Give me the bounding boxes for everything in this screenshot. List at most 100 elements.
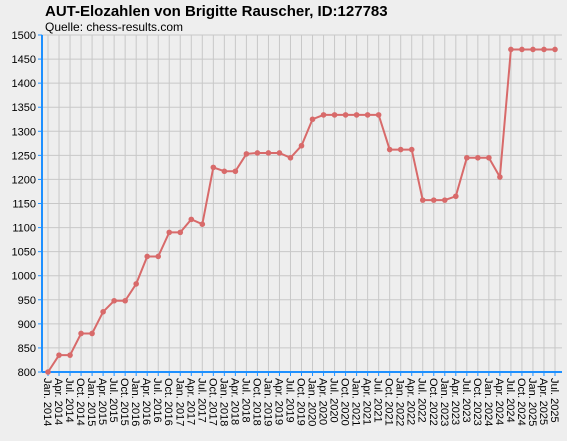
y-tick-label: 1400 xyxy=(12,78,36,90)
x-tick-label: Oct. 2019 xyxy=(295,378,307,426)
y-tick-label: 1150 xyxy=(12,199,36,211)
point xyxy=(45,369,51,375)
x-tick-label: Jan. 2024 xyxy=(482,378,494,426)
point xyxy=(199,221,206,228)
y-tick-label: 1250 xyxy=(12,150,36,162)
x-tick-label: Jan. 2018 xyxy=(217,378,229,426)
x-tick-label: Jul. 2014 xyxy=(63,378,75,423)
point xyxy=(111,297,117,304)
y-tick-label: 900 xyxy=(18,319,36,331)
point xyxy=(298,142,305,149)
x-tick-label: Jan. 2020 xyxy=(306,378,318,426)
y-tick-label: 1450 xyxy=(12,54,36,66)
x-tick-label: Apr. 2021 xyxy=(361,378,373,425)
chart-subtitle: Quelle: chess-results.com xyxy=(45,20,183,34)
x-tick-label: Jan. 2016 xyxy=(129,378,141,426)
x-tick-label: Oct. 2022 xyxy=(427,378,439,426)
x-tick-label: Apr. 2019 xyxy=(272,378,284,425)
point xyxy=(177,229,184,236)
x-tick-label: Jan. 2014 xyxy=(41,378,53,426)
point xyxy=(408,146,415,153)
x-tick-label: Jul. 2016 xyxy=(151,378,163,423)
point xyxy=(320,112,327,118)
point xyxy=(166,229,173,236)
x-tick-label: Apr. 2017 xyxy=(184,378,196,425)
x-tick-label: Jan. 2022 xyxy=(394,378,406,426)
point xyxy=(519,46,525,53)
x-tick-label: Oct. 2021 xyxy=(383,378,395,426)
x-tick-label: Oct. 2023 xyxy=(471,378,483,426)
x-tick-label: Jan. 2023 xyxy=(438,378,450,426)
point xyxy=(56,352,62,358)
point xyxy=(133,281,139,287)
x-tick-label: Apr. 2014 xyxy=(52,378,64,425)
x-tick-label: Apr. 2025 xyxy=(537,378,549,425)
y-tick-label: 1500 xyxy=(12,30,36,42)
point xyxy=(155,253,162,260)
point xyxy=(342,112,349,118)
point xyxy=(353,112,360,118)
x-tick-label: Apr. 2022 xyxy=(405,378,417,425)
point xyxy=(464,154,470,161)
point xyxy=(67,352,73,358)
x-tick-label: Oct. 2018 xyxy=(250,378,262,426)
x-tick-label: Apr. 2024 xyxy=(493,378,505,425)
point xyxy=(430,197,437,203)
y-tick-label: 1100 xyxy=(12,223,36,235)
x-tick-label: Oct. 2024 xyxy=(515,378,527,426)
point xyxy=(453,193,459,200)
point xyxy=(210,164,217,171)
point xyxy=(232,168,239,175)
y-tick-label: 1000 xyxy=(12,271,36,283)
point xyxy=(309,116,316,123)
point xyxy=(497,174,503,180)
x-tick-label: Jul. 2018 xyxy=(239,378,251,423)
x-tick-label: Jul. 2020 xyxy=(328,378,340,423)
x-tick-label: Jul. 2019 xyxy=(283,378,295,423)
point xyxy=(364,112,371,118)
x-tick-label: Apr. 2015 xyxy=(96,378,108,425)
point xyxy=(243,151,250,157)
point xyxy=(397,146,404,153)
chart-title: AUT-Elozahlen von Brigitte Rauscher, ID:… xyxy=(45,3,388,20)
point xyxy=(508,46,514,53)
point xyxy=(486,154,492,161)
x-tick-label: Oct. 2015 xyxy=(118,378,130,426)
point xyxy=(386,146,393,153)
point xyxy=(254,150,261,156)
x-tick-label: Apr. 2020 xyxy=(317,378,329,425)
x-tick-label: Apr. 2016 xyxy=(140,378,152,425)
point xyxy=(552,46,558,53)
x-tick-label: Jul. 2022 xyxy=(416,378,428,423)
point xyxy=(122,297,128,304)
x-tick-label: Jul. 2015 xyxy=(107,378,119,423)
x-tick-label: Jul. 2021 xyxy=(372,378,384,423)
point xyxy=(221,168,228,175)
point xyxy=(530,46,536,53)
point xyxy=(331,112,338,118)
x-tick-label: Jul. 2024 xyxy=(504,378,516,423)
x-tick-label: Oct. 2017 xyxy=(206,378,218,426)
point xyxy=(475,154,481,161)
x-tick-label: Oct. 2020 xyxy=(339,378,351,426)
y-tick-label: 950 xyxy=(18,295,36,307)
point xyxy=(78,330,84,337)
point xyxy=(276,150,283,156)
x-tick-label: Jul. 2023 xyxy=(460,378,472,423)
x-tick-label: Jul. 2017 xyxy=(195,378,207,423)
y-tick-label: 800 xyxy=(18,367,36,379)
x-tick-label: Jan. 2021 xyxy=(350,378,362,426)
point xyxy=(188,216,195,223)
x-tick-label: Jan. 2025 xyxy=(526,378,538,426)
y-tick-label: 1300 xyxy=(12,126,36,138)
x-tick-label: Jan. 2017 xyxy=(173,378,185,426)
point xyxy=(89,330,95,337)
x-tick-label: Jan. 2015 xyxy=(85,378,97,426)
point xyxy=(265,150,272,156)
point xyxy=(100,309,106,315)
point xyxy=(144,253,150,260)
point xyxy=(287,154,294,161)
x-tick-label: Apr. 2023 xyxy=(449,378,461,425)
x-tick-label: Oct. 2016 xyxy=(162,378,174,426)
